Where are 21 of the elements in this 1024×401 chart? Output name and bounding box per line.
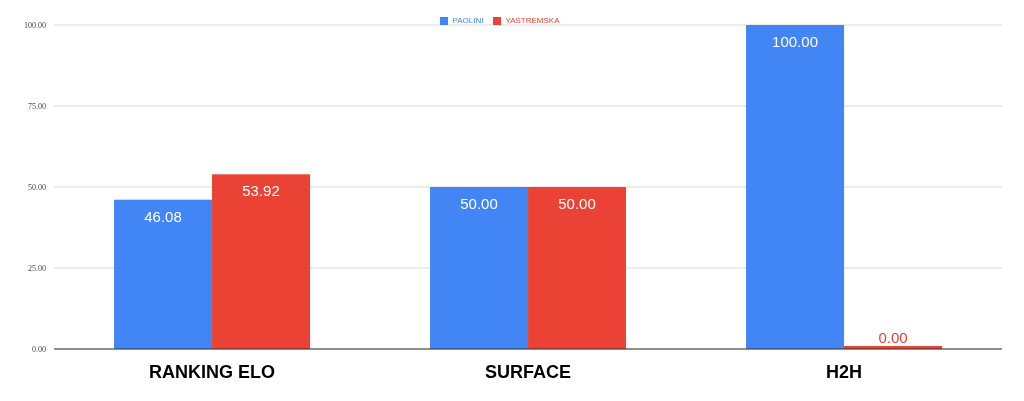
data-label: 53.92: [242, 182, 280, 200]
legend-label: PAOLINI: [452, 16, 484, 25]
data-label: 50.00: [558, 195, 596, 212]
y-tick-label: 25.00: [28, 263, 46, 273]
x-tick-label: RANKING ELO: [149, 361, 275, 382]
y-tick-label: 75.00: [28, 101, 46, 111]
legend-label: YASTREMSKA: [505, 16, 560, 25]
data-label: 46.08: [144, 207, 182, 225]
bar: [746, 25, 845, 349]
x-tick-label: SURFACE: [484, 361, 572, 382]
y-tick-label: 0.00: [32, 344, 46, 354]
y-tick-label: 100.00: [24, 20, 46, 30]
y-tick-label: 50.00: [28, 182, 46, 192]
data-label: 100.00: [772, 33, 818, 50]
bar: [114, 199, 213, 349]
bar: [430, 187, 529, 349]
data-label: 0.00: [878, 329, 908, 346]
data-label: 50.00: [460, 195, 498, 212]
x-tick-label: H2H: [825, 361, 863, 382]
bar: [528, 187, 627, 349]
bar: [212, 174, 311, 349]
